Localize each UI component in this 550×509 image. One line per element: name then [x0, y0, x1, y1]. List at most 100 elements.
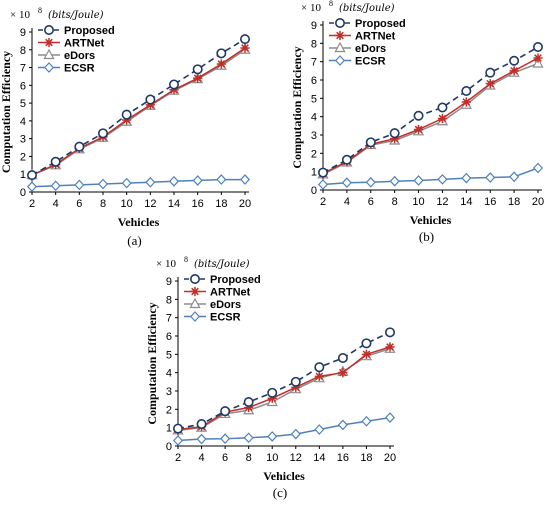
panel-label: (b): [419, 229, 434, 244]
legend-label-edors: eDors: [64, 50, 95, 62]
data-point-ecsr: [168, 175, 180, 187]
y-unit-label: (bits/Joule): [339, 3, 395, 14]
series-proposed: [317, 41, 543, 178]
legend-label-proposed: Proposed: [355, 18, 406, 30]
legend-marker-edors: [334, 41, 346, 53]
data-point-proposed: [290, 376, 301, 387]
y-tick-label: 7: [20, 63, 26, 75]
legend-label-ecsr: ECSR: [210, 312, 241, 324]
y-tick-label: 5: [166, 349, 172, 361]
y-tick-label: 5: [20, 98, 26, 110]
data-point-proposed: [509, 55, 520, 66]
y-scale-label: × 10: [10, 9, 30, 21]
series-edors: [317, 57, 544, 179]
y-tick-label: 2: [20, 151, 26, 163]
y-tick-label: 4: [166, 368, 172, 380]
x-tick-label: 16: [192, 198, 204, 210]
legend-label-ecsr: ECSR: [355, 56, 386, 68]
y-tick-label: 9: [311, 20, 317, 32]
y-tick-label: 0: [166, 441, 172, 453]
data-point-ecsr: [461, 172, 472, 184]
x-tick-label: 8: [246, 452, 252, 464]
data-point-ecsr: [317, 179, 329, 190]
data-point-edors: [532, 57, 544, 68]
y-tick-label: 6: [311, 75, 317, 87]
data-point-artnet: [314, 371, 324, 381]
y-scale-exponent: 8: [38, 6, 42, 15]
data-point-ecsr: [97, 178, 109, 190]
x-tick-label: 4: [198, 452, 204, 464]
data-point-ecsr: [389, 175, 400, 187]
data-point-proposed: [192, 64, 203, 75]
data-point-proposed: [243, 396, 254, 407]
data-point-artnet: [437, 113, 448, 124]
data-point-ecsr: [74, 179, 85, 191]
data-point-artnet: [485, 79, 495, 89]
data-point-ecsr: [216, 174, 227, 185]
data-point-ecsr: [290, 428, 301, 440]
legend-marker-artnet: [44, 37, 54, 48]
y-axis-title: Computation Efficiency: [290, 46, 304, 168]
legend-marker-ecsr: [334, 55, 346, 66]
x-tick-label: 20: [239, 198, 251, 210]
legend-marker-artnet: [335, 30, 345, 41]
data-point-ecsr: [243, 432, 254, 444]
data-point-ecsr: [485, 172, 496, 183]
data-point-proposed: [145, 94, 156, 105]
y-tick-label: 6: [166, 331, 172, 343]
series-ecsr: [317, 162, 544, 190]
legend-label-edors: eDors: [210, 299, 241, 311]
data-point-artnet: [169, 85, 179, 95]
legend-marker-ecsr: [43, 62, 55, 73]
data-point-artnet: [267, 393, 277, 403]
x-tick-label: 12: [290, 452, 302, 464]
y-tick-label: 7: [311, 57, 317, 69]
data-point-artnet: [193, 73, 203, 83]
data-point-proposed: [437, 102, 448, 113]
legend-label-artnet: ARTNet: [64, 38, 105, 50]
x-tick-label: 8: [392, 196, 398, 208]
legend-item-artnet: ARTNet: [38, 38, 105, 50]
series-ecsr: [172, 412, 396, 446]
x-tick-label: 14: [313, 452, 325, 464]
x-tick-label: 12: [144, 198, 156, 210]
data-point-proposed: [169, 79, 180, 90]
x-tick-label: 16: [337, 452, 349, 464]
data-point-artnet: [291, 382, 301, 392]
y-unit-label: (bits/Joule): [194, 259, 250, 270]
y-tick-label: 3: [20, 134, 26, 146]
data-point-ecsr: [384, 412, 396, 423]
data-point-proposed: [74, 141, 85, 152]
y-scale-exponent: 8: [329, 0, 333, 8]
series-line-artnet: [322, 57, 539, 175]
series-line-ecsr: [177, 416, 391, 442]
y-tick-label: 9: [20, 27, 26, 39]
legend-label-proposed: Proposed: [64, 25, 115, 37]
x-tick-label: 2: [175, 452, 181, 464]
legend-marker-proposed: [190, 273, 201, 284]
data-point-proposed: [384, 327, 395, 338]
x-tick-label: 8: [100, 198, 106, 210]
legend-item-artnet: ARTNet: [184, 287, 251, 299]
data-point-proposed: [413, 110, 424, 121]
data-point-artnet: [461, 97, 471, 107]
data-point-artnet: [338, 368, 348, 378]
y-tick-label: 9: [166, 276, 172, 288]
y-scale-label: × 10: [156, 258, 176, 270]
data-point-ecsr: [50, 180, 61, 192]
x-tick-label: 14: [460, 196, 472, 208]
series-line-proposed: [322, 46, 539, 174]
data-point-ecsr: [220, 433, 231, 445]
series-line-ecsr: [322, 167, 539, 186]
y-tick-label: 1: [166, 423, 172, 435]
x-tick-label: 10: [266, 452, 278, 464]
data-point-ecsr: [365, 176, 376, 188]
legend-item-proposed: Proposed: [38, 24, 115, 37]
data-point-artnet: [361, 349, 372, 359]
y-tick-label: 8: [166, 294, 172, 306]
data-point-artnet: [390, 134, 400, 144]
